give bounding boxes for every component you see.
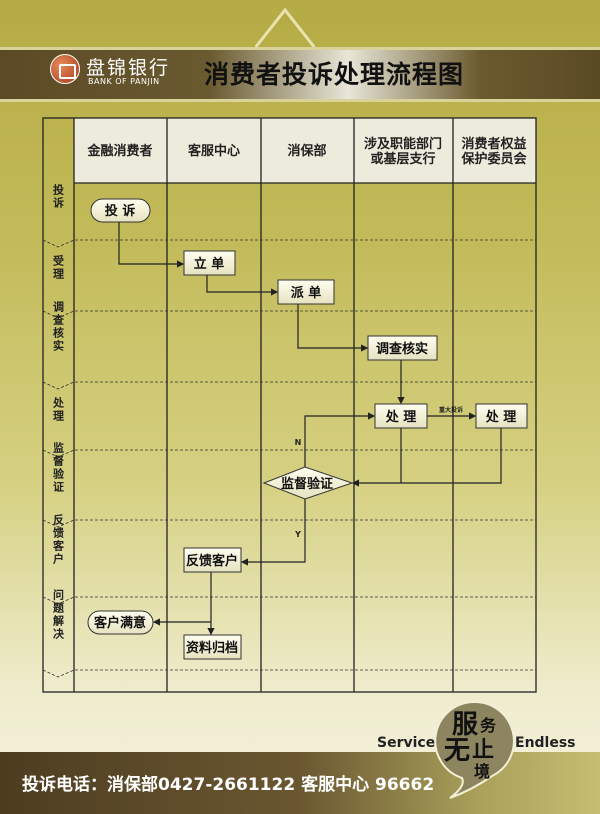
row-label: 反馈客户 bbox=[52, 513, 66, 566]
node-label: 资料归档 bbox=[186, 640, 238, 656]
header-banner bbox=[0, 47, 600, 102]
node-label: 投 诉 bbox=[105, 203, 136, 219]
node-archive bbox=[183, 634, 242, 660]
edge-label-no: N bbox=[295, 438, 302, 447]
node-label: 监督验证 bbox=[281, 476, 333, 492]
table-border bbox=[42, 117, 537, 693]
slogan-endless: Endless bbox=[515, 735, 576, 751]
node-label: 立 单 bbox=[194, 256, 225, 272]
column-header: 保护委员会 bbox=[460, 151, 527, 167]
slogan-char: 境 bbox=[474, 762, 491, 781]
row-label: 问题解决 bbox=[52, 588, 65, 641]
bank-name-en: BANK OF PANJIN bbox=[88, 77, 160, 86]
row-label: 处理 bbox=[52, 396, 66, 423]
column-header: 或基层支行 bbox=[370, 151, 435, 167]
column-header: 客服中心 bbox=[188, 143, 240, 159]
header-row bbox=[74, 118, 536, 183]
column-header: 消保部 bbox=[287, 143, 326, 159]
page-title: 消费者投诉处理流程图 bbox=[204, 60, 465, 89]
node-handle-dept bbox=[374, 403, 428, 429]
column-header: 金融消费者 bbox=[86, 143, 152, 159]
column-header: 消费者权益 bbox=[461, 136, 526, 152]
node-complaint bbox=[90, 198, 151, 223]
slogan-service: Service bbox=[377, 735, 436, 751]
edge-label-major: 重大投诉 bbox=[439, 406, 463, 414]
row-label: 受理 bbox=[52, 254, 65, 281]
node-supervise-decision bbox=[262, 466, 354, 500]
bank-logo-icon bbox=[50, 54, 80, 84]
node-label: 处 理 bbox=[485, 409, 517, 425]
node-satisfied bbox=[87, 610, 154, 635]
slogan-char: 止 bbox=[472, 738, 495, 763]
column-header: 涉及职能部门 bbox=[364, 136, 442, 152]
node-label: 反馈客户 bbox=[186, 553, 238, 569]
row-label: 监督验证 bbox=[52, 441, 65, 494]
node-handle-committee bbox=[475, 403, 528, 429]
node-label: 客户满意 bbox=[94, 615, 146, 631]
header-peak-decoration bbox=[255, 8, 315, 48]
node-dispatch bbox=[277, 279, 335, 305]
node-feedback bbox=[183, 547, 242, 573]
slogan-char: 服 bbox=[452, 710, 479, 740]
slogan-char: 无 bbox=[444, 736, 471, 766]
slogan-badge-icon bbox=[434, 700, 514, 799]
row-label: 调查核实 bbox=[52, 300, 65, 353]
node-label: 派 单 bbox=[291, 285, 322, 301]
node-investigate bbox=[367, 335, 438, 361]
node-label: 处 理 bbox=[385, 409, 417, 425]
edge-label-yes: Y bbox=[294, 530, 301, 539]
node-register bbox=[183, 250, 236, 276]
complaint-phone: 投诉电话：消保部0427-2661122 客服中心 96662 bbox=[22, 775, 435, 795]
slogan-char: 务 bbox=[480, 716, 497, 735]
bank-name-cn: 盘锦银行 bbox=[86, 57, 171, 79]
node-label: 调查核实 bbox=[376, 341, 428, 357]
row-label: 投诉 bbox=[52, 183, 65, 210]
